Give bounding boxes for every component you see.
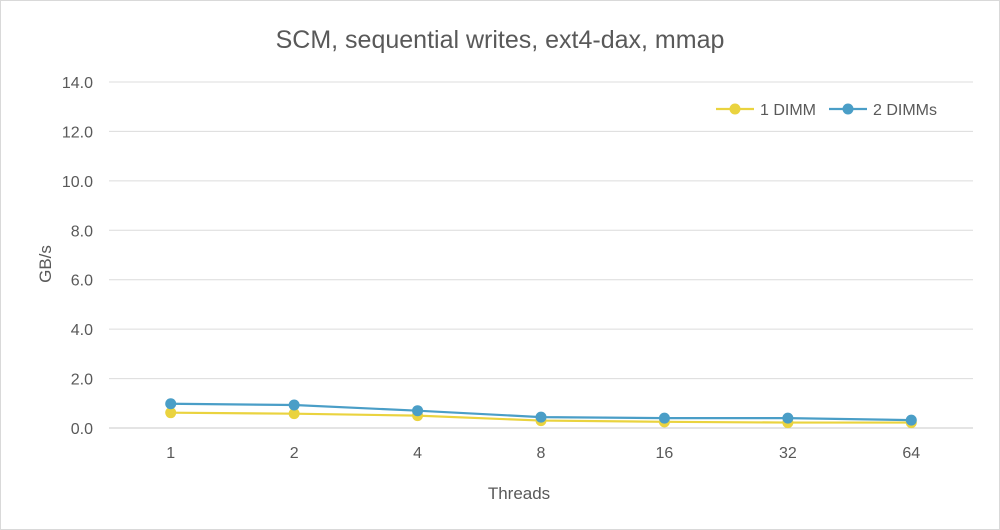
- legend-item: 2 DIMMs: [829, 102, 937, 119]
- legend-item: 1 DIMM: [716, 102, 816, 119]
- series-group: [165, 398, 917, 429]
- x-tick-label: 64: [902, 445, 920, 462]
- y-tick-label: 8.0: [71, 223, 93, 240]
- x-tick-label: 4: [413, 445, 422, 462]
- data-point: [535, 411, 547, 423]
- data-point: [165, 407, 177, 419]
- x-axis-label: Threads: [488, 484, 550, 503]
- y-tick-label: 14.0: [62, 75, 93, 92]
- x-tick-label: 8: [537, 445, 546, 462]
- legend-marker: [729, 103, 741, 115]
- x-tick-label: 16: [656, 445, 674, 462]
- legend-label: 2 DIMMs: [873, 102, 937, 119]
- legend-marker: [842, 103, 854, 115]
- data-point: [658, 412, 670, 424]
- data-point: [165, 398, 177, 410]
- gridlines: [109, 81, 973, 429]
- legend: 1 DIMM 2 DIMMs: [716, 102, 937, 119]
- data-point: [288, 408, 300, 420]
- y-tick-label: 12.0: [62, 124, 93, 141]
- x-tick-labels: 1 2 4 8 16 32 64: [166, 445, 920, 462]
- y-tick-label: 6.0: [71, 273, 93, 290]
- y-axis-label: GB/s: [36, 245, 55, 283]
- y-tick-label: 10.0: [62, 174, 93, 191]
- data-point: [782, 412, 794, 424]
- legend-label: 1 DIMM: [760, 102, 816, 119]
- series-2: [165, 398, 917, 426]
- chart-title: SCM, sequential writes, ext4-dax, mmap: [276, 26, 725, 54]
- x-tick-label: 1: [166, 445, 175, 462]
- y-tick-label: 2.0: [71, 372, 93, 389]
- y-tick-label: 4.0: [71, 322, 93, 339]
- data-point: [905, 414, 917, 426]
- y-tick-labels: 0.0 2.0 4.0 6.0 8.0 10.0 12.0 14.0: [62, 75, 93, 438]
- y-tick-label: 0.0: [71, 421, 93, 438]
- data-point: [412, 405, 424, 417]
- x-tick-label: 32: [779, 445, 797, 462]
- data-point: [288, 399, 300, 411]
- x-tick-label: 2: [290, 445, 299, 462]
